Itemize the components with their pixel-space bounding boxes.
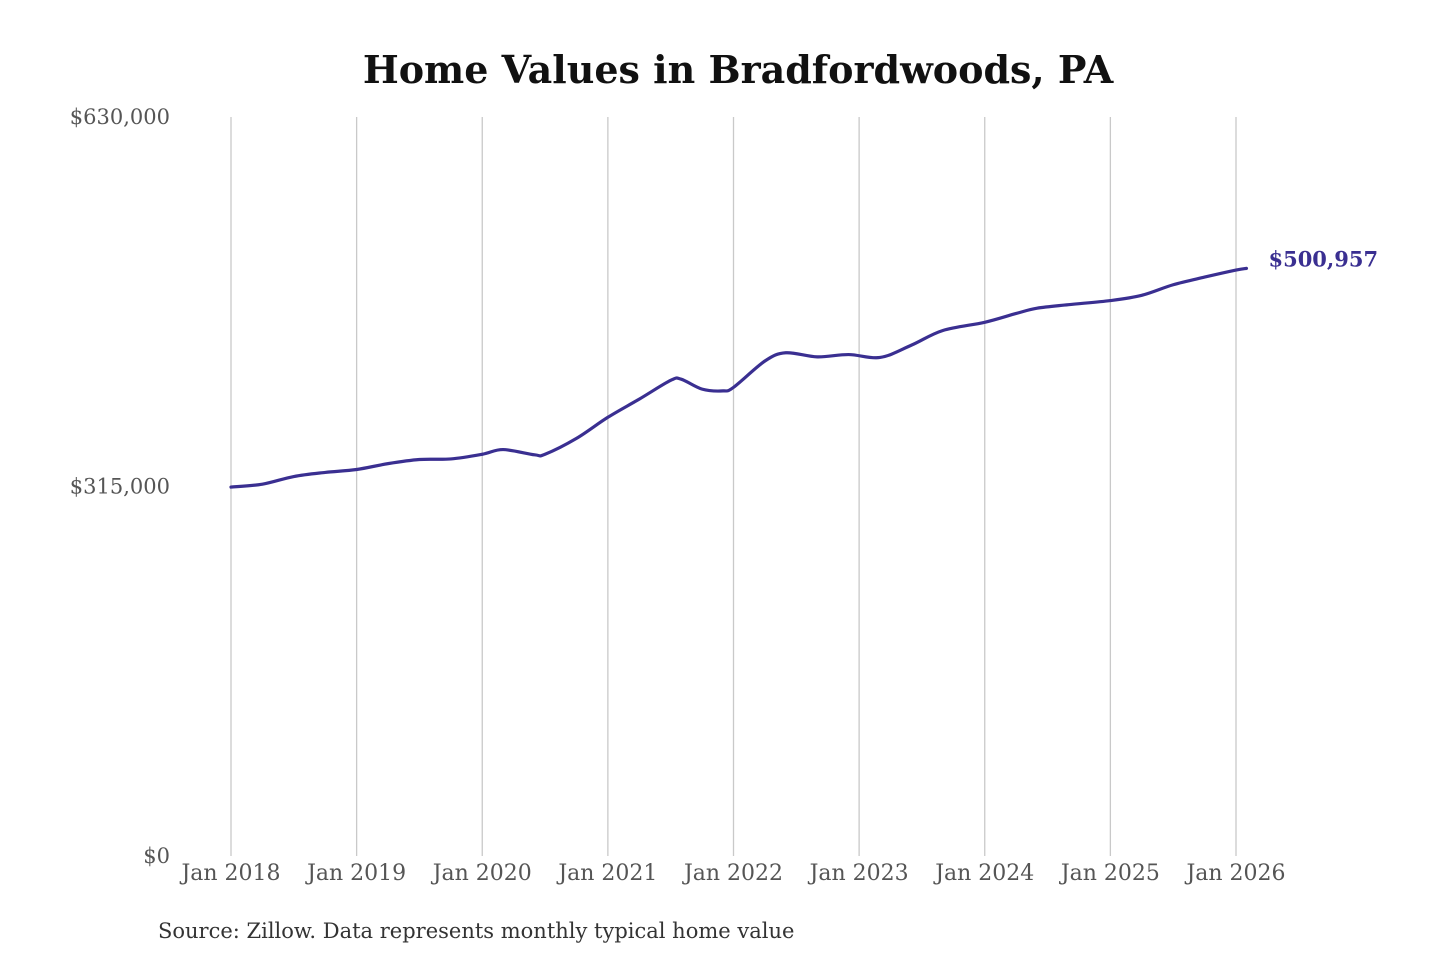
- chart-title: Home Values in Bradfordwoods, PA: [363, 47, 1114, 92]
- home-value-line: [229, 266, 1249, 489]
- x-tick-label: Jan 2024: [933, 861, 1034, 886]
- vertical-gridlines: [230, 117, 1237, 856]
- x-axis-tick-labels: Jan 2018 Jan 2019 Jan 2020 Jan 2021 Jan 2022…: [179, 861, 1285, 886]
- x-tick-label: Jan 2025: [1059, 861, 1160, 886]
- x-tick-label: Jan 2018: [179, 861, 280, 886]
- y-tick-label: $630,000: [70, 105, 170, 129]
- x-tick-label: Jan 2021: [556, 861, 657, 886]
- y-axis-tick-labels: $0 $315,000 $630,000: [70, 105, 170, 868]
- y-tick-label: $0: [143, 844, 170, 868]
- latest-value-label: $500,957: [1268, 246, 1378, 271]
- x-tick-label: Jan 2019: [305, 861, 406, 886]
- x-tick-label: Jan 2026: [1184, 861, 1285, 886]
- y-tick-label: $315,000: [70, 475, 170, 499]
- source-note: Source: Zillow. Data represents monthly …: [158, 919, 794, 943]
- x-tick-label: Jan 2023: [808, 861, 909, 886]
- x-tick-label: Jan 2022: [682, 861, 783, 886]
- x-tick-label: Jan 2020: [431, 861, 532, 886]
